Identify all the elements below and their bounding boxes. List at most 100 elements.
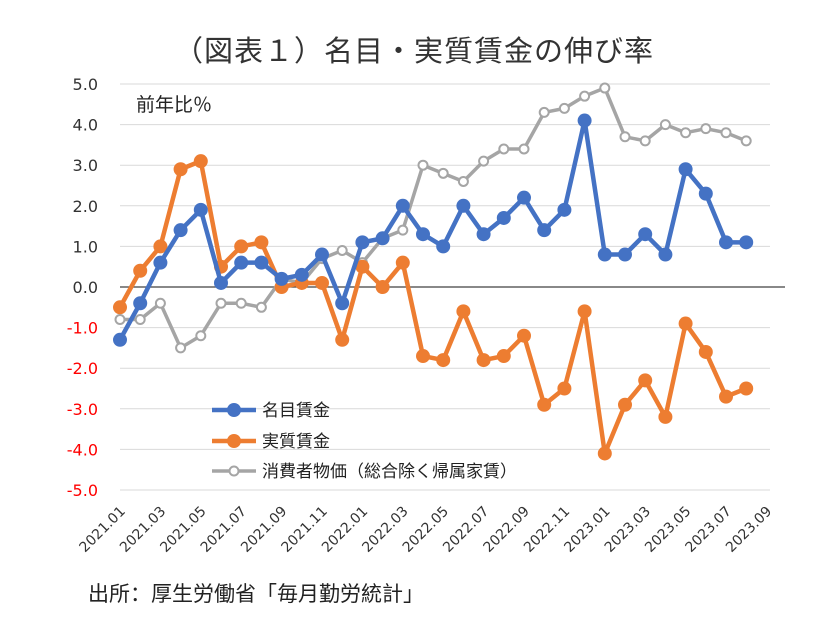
data-point (538, 106, 550, 118)
data-point (254, 255, 269, 270)
data-point (537, 397, 552, 412)
data-point (195, 330, 207, 342)
data-point (153, 239, 168, 254)
data-point (658, 247, 673, 262)
data-point (638, 373, 653, 388)
data-point (619, 131, 631, 143)
data-point (235, 297, 247, 309)
y-tick-label: -4.0 (67, 440, 98, 459)
data-point (417, 159, 429, 171)
data-point (335, 296, 350, 311)
data-point (597, 446, 612, 461)
y-tick-label: -5.0 (67, 481, 98, 500)
data-point (639, 135, 651, 147)
data-point (416, 349, 430, 364)
y-tick-label: 1.0 (73, 237, 98, 256)
data-point (134, 313, 146, 325)
legend-label: 消費者物価（総合除く帰属家賃） (262, 462, 517, 482)
legend-swatch-marker (227, 403, 241, 417)
data-point (658, 409, 673, 424)
data-point (678, 316, 693, 331)
data-point (719, 389, 733, 404)
data-point (496, 349, 511, 364)
data-point (517, 190, 531, 205)
y-tick-label: -1.0 (67, 319, 98, 338)
data-point (274, 271, 289, 286)
data-point (739, 235, 754, 250)
legend-label: 名目賃金 (262, 401, 330, 421)
data-point (719, 235, 733, 250)
data-point (478, 155, 490, 167)
data-point (517, 328, 531, 343)
data-point (193, 154, 208, 169)
unit-label: 前年比％ (136, 94, 212, 116)
data-point (133, 296, 148, 311)
legend-swatch-marker (228, 465, 240, 477)
data-point (740, 135, 752, 147)
data-point (577, 304, 592, 319)
data-point (518, 143, 530, 155)
data-point (557, 202, 572, 217)
data-point (113, 300, 127, 315)
y-tick-label: 3.0 (73, 156, 98, 175)
y-tick-label: 5.0 (73, 75, 98, 94)
data-point (436, 239, 451, 254)
data-point (618, 247, 632, 262)
data-point (395, 255, 410, 270)
legend-label: 実質賃金 (262, 432, 330, 452)
y-tick-label: -3.0 (67, 400, 98, 419)
data-point (113, 332, 127, 347)
data-point (355, 235, 370, 250)
data-point (173, 162, 188, 177)
data-point (133, 263, 148, 278)
data-point (618, 397, 632, 412)
data-point (638, 227, 653, 242)
data-point (315, 247, 329, 262)
y-tick-label: 4.0 (73, 116, 98, 135)
data-point (720, 127, 732, 139)
data-point (678, 162, 693, 177)
data-point (254, 235, 269, 250)
y-tick-label: 2.0 (73, 197, 98, 216)
source-note: 出所：厚生労働省「毎月勤労統計」 (88, 582, 424, 606)
data-point (680, 127, 692, 139)
data-point (437, 167, 449, 179)
data-point (375, 231, 390, 246)
data-point (498, 143, 510, 155)
data-point (557, 381, 572, 396)
data-point (416, 227, 430, 242)
legend-swatch-marker (227, 434, 241, 448)
data-point (476, 227, 491, 242)
data-point (294, 267, 309, 282)
data-point (335, 332, 350, 347)
y-tick-label: 0.0 (73, 278, 98, 297)
data-point (457, 175, 469, 187)
data-point (315, 275, 329, 290)
data-point (193, 202, 208, 217)
data-point (456, 198, 471, 213)
y-tick-label: -2.0 (67, 359, 98, 378)
data-point (436, 353, 451, 368)
data-point (739, 381, 754, 396)
data-point (476, 353, 491, 368)
data-point (698, 186, 713, 201)
data-point (154, 297, 166, 309)
data-point (153, 255, 168, 270)
data-point (659, 119, 671, 131)
data-point (397, 224, 409, 236)
data-point (537, 223, 552, 238)
chart-title: （図表１）名目・実質賃金の伸び率 (173, 34, 654, 68)
data-point (698, 344, 713, 359)
data-point (355, 259, 370, 274)
data-point (456, 304, 471, 319)
data-point (175, 342, 187, 354)
data-point (597, 247, 612, 262)
data-point (395, 198, 410, 213)
data-point (114, 313, 126, 325)
data-point (234, 239, 249, 254)
data-point (255, 301, 267, 313)
data-point (496, 210, 511, 225)
data-point (336, 244, 348, 256)
data-point (215, 297, 227, 309)
